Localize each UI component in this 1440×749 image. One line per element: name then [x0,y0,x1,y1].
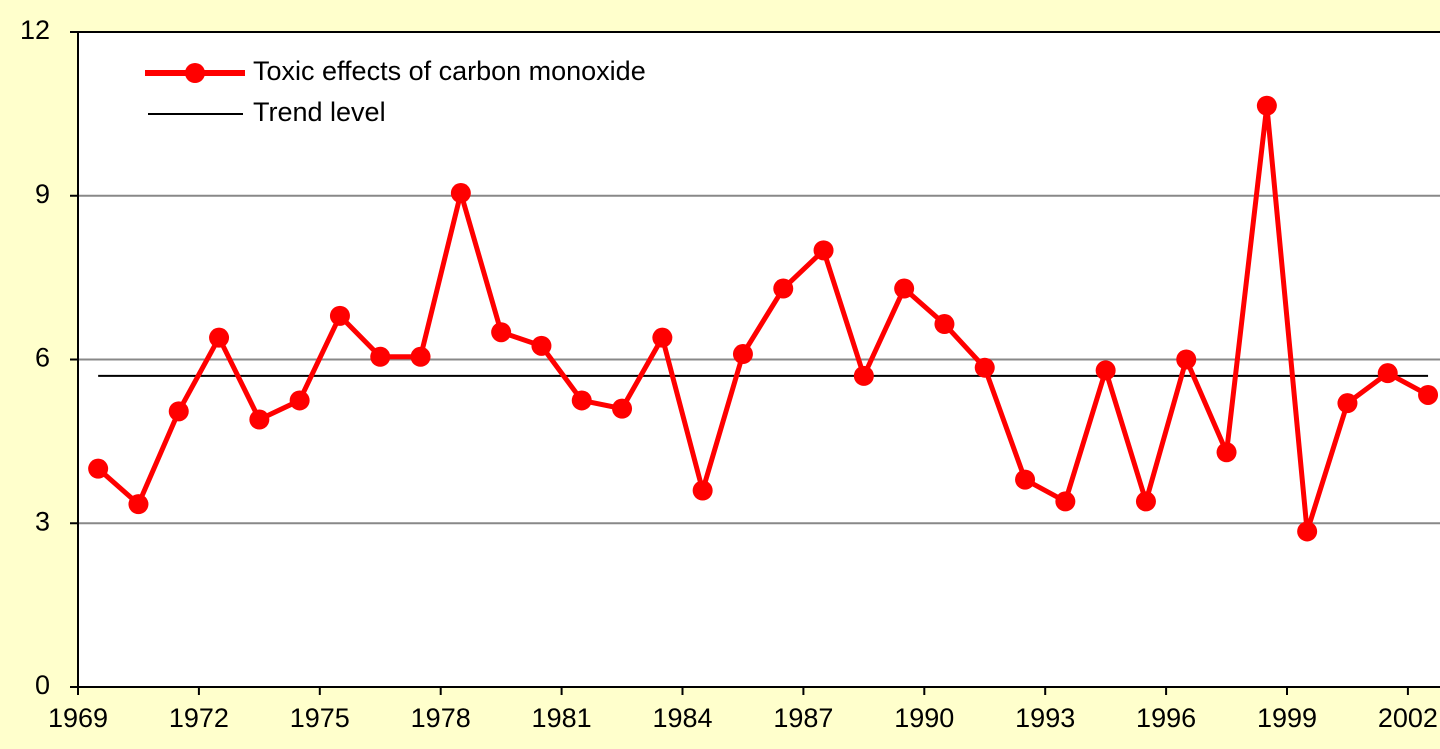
data-point [1297,521,1318,542]
x-tick-label: 1972 [169,703,229,733]
data-point [1176,349,1197,370]
data-point [692,480,713,501]
data-point [450,183,471,204]
data-point [652,327,673,348]
data-point [1377,363,1398,384]
data-point [491,322,512,343]
x-tick-label: 1987 [773,703,833,733]
x-tick-label: 1993 [1015,703,1075,733]
data-point [773,278,794,299]
data-point [1216,442,1237,463]
x-tick-label: 2002 [1378,703,1438,733]
x-tick-label: 1978 [411,703,471,733]
x-tick-label: 1990 [894,703,954,733]
data-point [1135,491,1156,512]
x-tick-label: 1969 [48,703,108,733]
data-point [128,494,149,515]
data-point [1055,491,1076,512]
data-point [168,401,189,422]
data-point [1256,95,1277,116]
data-point [1337,393,1358,414]
y-tick-label: 9 [35,179,50,209]
x-tick-label: 1984 [652,703,712,733]
x-tick-label: 1996 [1136,703,1196,733]
legend-label: Trend level [253,97,386,127]
data-point [209,327,230,348]
data-point [289,390,310,411]
data-point [612,398,633,419]
x-tick-label: 1999 [1257,703,1317,733]
data-point [370,346,391,367]
legend-label: Toxic effects of carbon monoxide [253,56,646,86]
data-point [249,409,270,430]
data-point [329,305,350,326]
data-point [88,458,109,479]
y-tick-label: 12 [20,15,50,45]
y-tick-label: 6 [35,343,50,373]
data-point [1095,360,1116,381]
data-line [96,103,1430,534]
data-point [1418,384,1439,405]
data-point [974,357,995,378]
data-point [571,390,592,411]
data-point [934,314,955,335]
data-point [894,278,915,299]
y-tick-label: 3 [35,506,50,536]
legend-marker [185,63,205,83]
data-point [813,240,834,261]
data-point [732,344,753,365]
y-tick-label: 0 [35,670,50,700]
x-tick-label: 1981 [532,703,592,733]
data-point [410,346,431,367]
x-tick-label: 1975 [290,703,350,733]
data-point [853,365,874,386]
data-point [1015,469,1036,490]
data-point [531,335,552,356]
